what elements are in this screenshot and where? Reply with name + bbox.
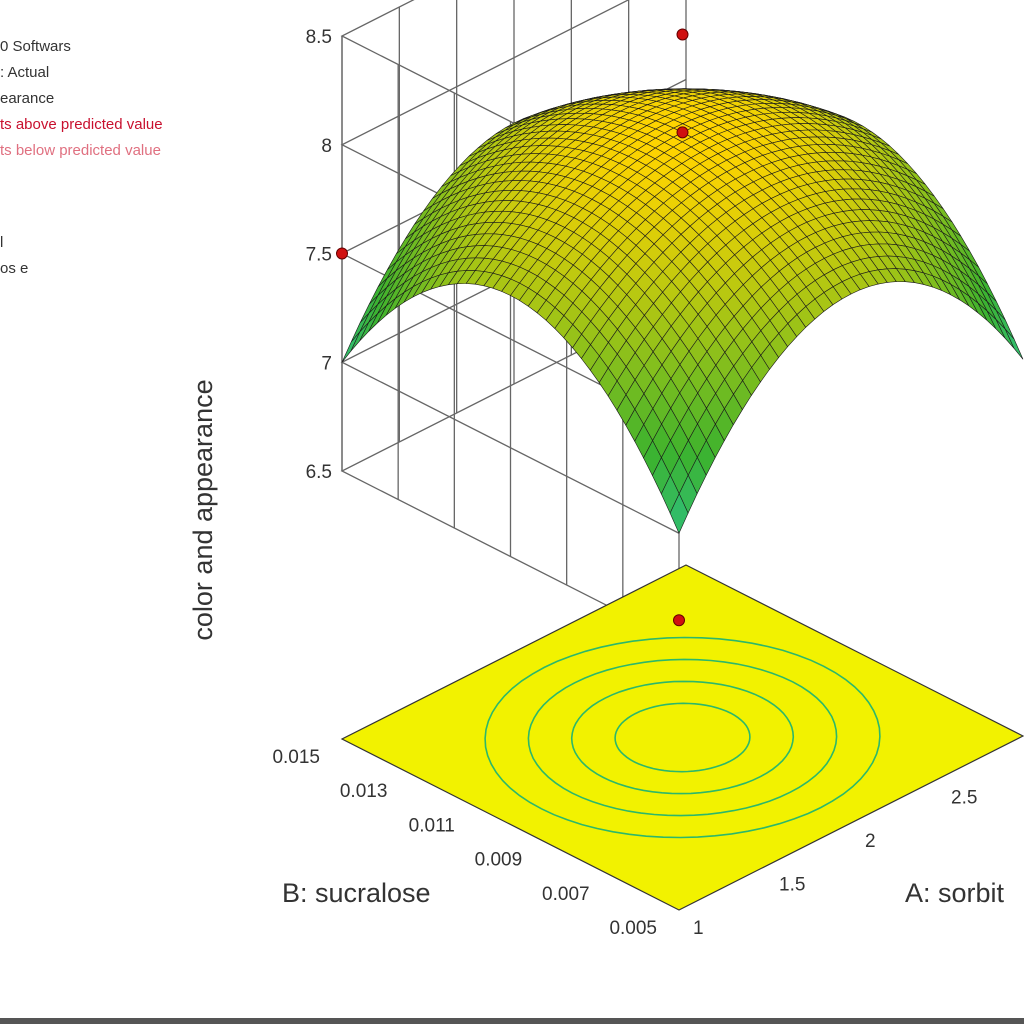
floor-plane xyxy=(340,564,1024,911)
x-tick-label: 2.5 xyxy=(951,788,977,809)
legend-line: : Actual xyxy=(0,64,50,81)
y-tick-label: 0.015 xyxy=(272,747,320,768)
design-point xyxy=(336,247,348,260)
floor-contour xyxy=(570,680,795,795)
z-tick-label: 7 xyxy=(321,353,332,374)
floor-contour xyxy=(614,702,751,773)
z-tick-label: 7.5 xyxy=(306,245,332,266)
floor-square xyxy=(340,564,1024,911)
x-tick-label: 1.5 xyxy=(779,875,805,896)
z-axis-title: color and appearance xyxy=(188,379,218,640)
floor-contour xyxy=(527,658,838,817)
design-point xyxy=(676,126,689,139)
legend-line-above: ts above predicted value xyxy=(0,116,163,133)
tick-labels: 6.5 7 7.5 8 8.5 0.005 0.007 0.009 0.011 0.013 0.01… xyxy=(272,27,977,939)
design-points xyxy=(336,28,689,627)
x-tick-label: 2 xyxy=(865,831,876,852)
grid-line xyxy=(340,296,687,643)
x-axis-title: A: sorbit xyxy=(905,878,1005,908)
surface-patch xyxy=(669,493,689,535)
axis-titles: color and appearance B: sucralose A: sor… xyxy=(188,379,1005,908)
surface-patch xyxy=(1004,328,1024,360)
legend: 0 Softwars : Actual earance ts above pre… xyxy=(0,34,163,282)
legend-line: os e xyxy=(0,260,29,277)
y-tick-label: 0.011 xyxy=(409,815,455,836)
y-tick-label: 0.013 xyxy=(340,781,388,802)
floor-contour xyxy=(484,636,881,839)
y-tick-label: 0.005 xyxy=(609,918,657,939)
response-surface xyxy=(341,88,1024,535)
y-tick-label: 0.007 xyxy=(542,884,590,905)
legend-line: earance xyxy=(0,90,55,107)
design-point xyxy=(676,28,689,41)
bottom-border xyxy=(0,1018,1024,1024)
design-point xyxy=(673,614,685,627)
legend-line-below: ts below predicted value xyxy=(0,142,161,159)
legend-line: 0 Softwars xyxy=(0,38,71,55)
legend-line: l xyxy=(0,234,4,251)
x-tick-label: 1 xyxy=(693,918,704,939)
y-tick-label: 0.009 xyxy=(475,850,523,871)
y-axis-title: B: sucralose xyxy=(282,878,431,908)
z-tick-label: 6.5 xyxy=(306,462,332,483)
z-tick-label: 8 xyxy=(321,136,332,157)
z-tick-label: 8.5 xyxy=(306,27,332,48)
